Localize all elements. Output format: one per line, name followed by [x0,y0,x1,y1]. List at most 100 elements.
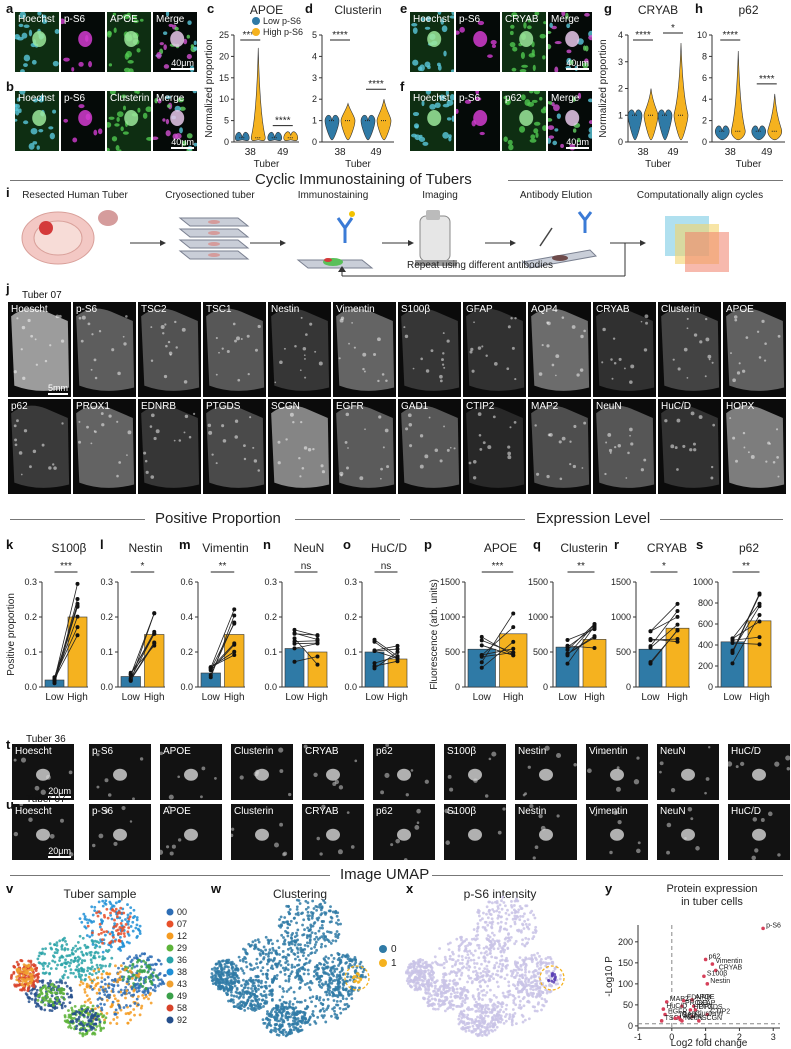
paired-line [210,623,235,670]
umap-point [64,958,67,962]
umap-point [240,984,243,987]
tissue-speck [471,369,475,373]
tissue-speck [122,335,125,338]
umap-point [448,972,452,976]
umap-point [290,1031,294,1035]
tile-p62: p62 [373,804,435,860]
umap-point [483,1008,487,1011]
umap-point [324,955,328,959]
umap-point [500,907,504,911]
umap-point [466,959,470,963]
umap-point [354,958,358,962]
tile-p-s6: p-S6 [456,91,500,151]
umap-point [270,964,274,968]
umap-point [210,972,214,975]
umap-point [58,939,62,943]
umap-point [288,1002,291,1006]
umap-point [465,937,468,941]
umap-point [316,1015,320,1019]
umap-point [532,913,535,917]
tile-image [466,405,525,488]
umap-point [246,998,250,1002]
tile-image [531,405,590,488]
tissue-speck [640,468,644,472]
bar-high [224,634,245,688]
workflow-step-label: Immunostaining [298,190,369,201]
data-point [479,638,484,643]
umap-point [487,947,491,951]
scale-bar: 40μm [171,137,194,149]
umap-point [48,1009,52,1012]
tissue-speck [580,334,584,339]
paired-line [650,630,678,663]
tissue-speck [408,423,413,427]
umap-point [466,953,470,957]
umap-point [513,984,517,988]
umap-point [284,957,288,961]
umap-point [93,946,97,950]
umap-point [241,988,245,992]
umap-point [215,967,219,971]
tile-image [661,405,720,488]
umap-point [348,959,351,963]
y-tick-label: 1000 [611,612,631,622]
umap-point [93,956,97,960]
tile-label: p-S6 [459,93,481,104]
umap-point [337,964,340,967]
umap-point [136,982,140,986]
tile-cryab: CRYAB [302,744,364,800]
tile-image [596,405,655,488]
umap-point [339,922,342,926]
umap-point [458,977,462,981]
umap-point [273,976,277,980]
data-point [479,660,484,665]
tissue-speck [472,476,477,480]
umap-point [335,967,339,971]
tile-label: SCGN [271,401,300,412]
umap-point [327,956,330,960]
umap-point [477,946,481,950]
tile-image [76,308,135,391]
umap-point [291,932,295,935]
umap-point [485,946,489,949]
umap-point [63,948,67,952]
y-tick-label: 0.1 [264,647,277,657]
umap-point [225,960,229,964]
data-point [757,642,762,647]
tissue-speck [78,420,81,423]
umap-point [133,914,137,918]
tile-label: APOE [726,304,754,315]
umap-point [125,940,129,944]
tissue-speck [285,438,288,441]
tissue-speck [378,415,382,419]
umap-point [261,1018,265,1022]
umap-point [105,995,109,998]
umap-point [90,981,94,985]
tissue-speck [407,413,412,418]
umap-point [346,990,350,994]
legend-label: 0 [391,944,397,955]
tissue-speck [277,440,281,444]
umap-point [275,1023,278,1027]
umap-point [217,982,221,985]
umap-point [12,971,16,975]
cell-dot [168,23,174,27]
x-tick-label: High [584,692,605,703]
umap-point [346,975,349,979]
umap-point [91,1008,94,1012]
umap-point [57,984,61,988]
umap-point [531,931,535,935]
tissue-speck [243,457,247,461]
umap-point [126,930,130,934]
label-m: m [179,537,191,552]
umap-point [282,1028,286,1032]
umap-point [505,928,509,932]
umap-point [211,979,215,982]
tissue-speck [767,441,771,445]
umap-point [473,997,477,1001]
umap-point [504,958,508,962]
tissue-speck [90,442,93,445]
tile-p62: p62 [8,399,71,494]
umap-point [253,1009,257,1012]
